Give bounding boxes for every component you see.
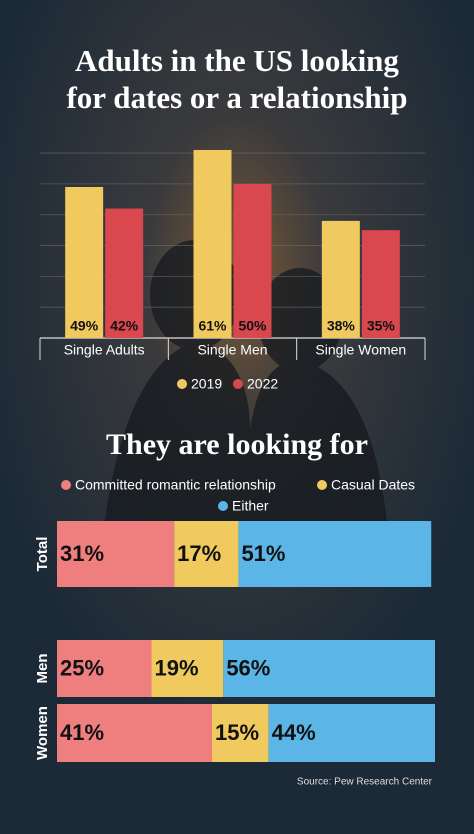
x-tick-label: Single Adults [64,342,145,358]
bar-segment [211,704,269,762]
bar-segment [57,704,212,762]
legend-label: Either [232,498,269,514]
bar [193,150,232,338]
value-label: 35% [367,318,396,334]
value-label: 31% [60,541,104,566]
bar [65,186,104,338]
chart-title: They are looking for [106,428,368,461]
legend-marker [218,501,228,511]
legend-label: 2022 [247,376,278,392]
bar-segment [174,521,239,587]
legend-label: 2019 [191,376,222,392]
legend-marker [61,480,71,490]
chart-title-line: Adults in the US looking for dates or a r… [66,43,407,115]
legend-marker [233,379,243,389]
value-label: 56% [226,655,270,680]
value-label: 50% [238,318,267,334]
value-label: 17% [177,541,221,566]
bar-segment [57,640,152,697]
value-label: 25% [60,655,104,680]
value-label: 15% [215,720,259,745]
value-label: 41% [60,720,104,745]
value-label: 38% [327,318,356,334]
bar-segment [57,521,175,587]
x-tick-label: Single Women [315,342,406,358]
value-label: 42% [110,318,139,334]
bar [361,230,400,338]
bar-segment [238,521,432,587]
legend-marker [317,480,327,490]
bar [321,220,360,338]
value-label: 19% [155,655,199,680]
bar-segment [223,640,435,697]
value-label: 44% [272,720,316,745]
legend-marker [177,379,187,389]
y-tick-label: Men [34,654,51,684]
bar-segment [151,640,224,697]
bar [233,183,272,338]
legend-label: Committed romantic relationship [75,477,276,493]
bar-segment [268,704,435,762]
value-label: 61% [198,318,227,334]
source: Source: Pew Research Center [297,777,433,788]
value-label: 51% [241,541,285,566]
y-tick-label: Women [34,706,51,760]
legend-label: Casual Dates [331,477,415,493]
y-tick-label: Total [34,537,51,572]
x-tick-label: Single Men [197,342,267,358]
value-label: 49% [70,318,99,334]
bar [105,208,144,338]
